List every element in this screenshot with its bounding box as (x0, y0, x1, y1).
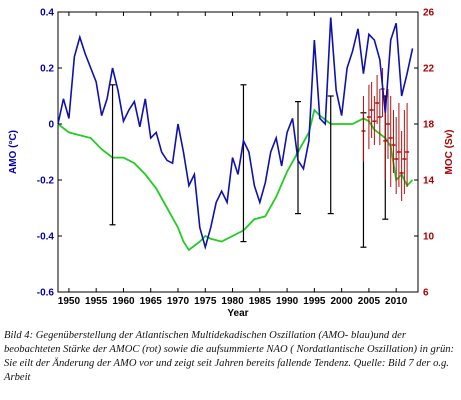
plot-frame (57, 11, 419, 293)
y-right-tick-label: 14 (423, 176, 435, 187)
y-left-tick-label: -0.4 (37, 232, 55, 243)
y-right-tick-label: 6 (423, 288, 429, 299)
x-tick-label: 1975 (194, 296, 217, 307)
series-layer (57, 17, 414, 252)
x-tick-label: 1980 (221, 296, 244, 307)
figure-caption: Bild 4: Gegenüberstellung der Atlantisch… (4, 330, 455, 383)
y-left-tick-label: -0.2 (37, 176, 55, 187)
x-tick-label: 1960 (112, 296, 135, 307)
y-right-tick-label: 22 (423, 64, 435, 75)
x-tick-label: 2010 (385, 296, 408, 307)
y-axis-left-label: AMO (°C) (8, 130, 19, 174)
y-right-tick-label: 18 (423, 120, 435, 131)
y-right-tick-label: 10 (423, 232, 435, 243)
x-tick-label: 1955 (85, 296, 108, 307)
x-tick-label: 2005 (358, 296, 381, 307)
y-axis-right-label: MOC (Sv) (444, 130, 455, 175)
y-left-tick-label: 0.2 (40, 64, 54, 75)
x-tick-label: 1970 (167, 296, 190, 307)
y-left-tick-label: 0.4 (40, 8, 54, 19)
x-tick-label: 1965 (140, 296, 163, 307)
y-right-tick-label: 26 (423, 8, 435, 19)
x-tick-label: 1950 (58, 296, 81, 307)
x-axis-label: Year (227, 308, 248, 319)
x-tick-label: 1995 (303, 296, 326, 307)
y-left-tick-label: 0 (48, 120, 54, 131)
x-tick-label: 1985 (249, 296, 272, 307)
amo-line (57, 17, 414, 251)
x-tick-label: 1990 (276, 296, 299, 307)
x-tick-label: 2000 (331, 296, 354, 307)
amo-moc-chart: 1950 1955 1960 1965 1970 1975 1980 1985 1990 1995… (8, 7, 455, 319)
y-left-tick-label: -0.6 (37, 288, 55, 299)
plot-border (57, 11, 419, 293)
axes-layer: 1950 1955 1960 1965 1970 1975 1980 1985 1990 1995… (37, 8, 435, 308)
